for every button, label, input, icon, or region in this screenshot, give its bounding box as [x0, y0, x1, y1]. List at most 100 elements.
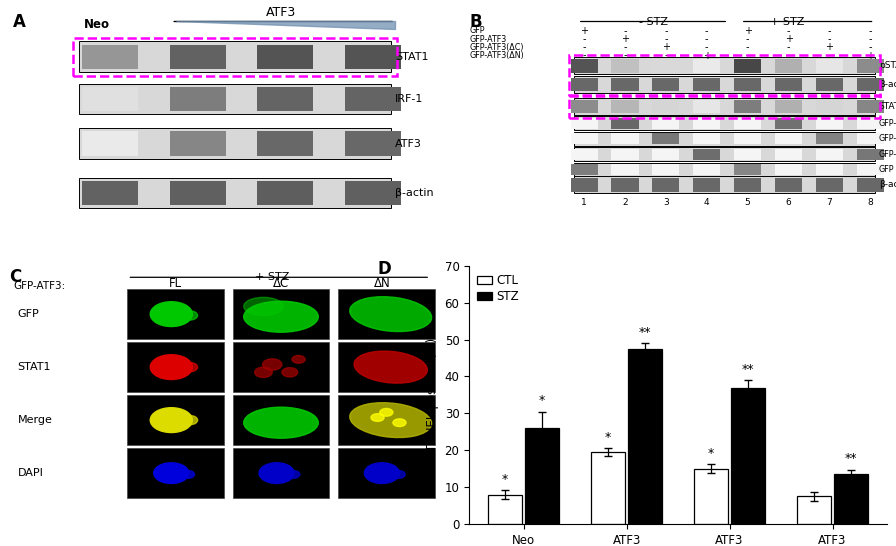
Bar	[857, 164, 883, 175]
Bar	[525, 428, 559, 524]
Circle shape	[263, 359, 282, 370]
Text: β-actin: β-actin	[879, 180, 896, 189]
Bar	[571, 133, 598, 144]
Bar	[734, 78, 762, 92]
Bar	[233, 342, 329, 393]
Bar	[573, 98, 874, 115]
Bar	[694, 99, 720, 113]
Text: GFP: GFP	[18, 309, 39, 319]
Text: Neo: Neo	[83, 18, 109, 31]
Bar	[857, 133, 883, 144]
Text: + STZ: + STZ	[255, 272, 289, 282]
Bar	[611, 99, 639, 113]
Text: **: **	[845, 453, 857, 465]
Bar	[82, 87, 138, 111]
Bar	[82, 45, 138, 69]
Polygon shape	[176, 21, 395, 28]
Text: -: -	[868, 26, 872, 36]
Bar	[694, 59, 720, 73]
Bar	[571, 59, 598, 73]
Bar	[611, 149, 639, 160]
Bar	[834, 474, 868, 524]
Bar	[775, 178, 802, 192]
Bar	[694, 78, 720, 92]
Bar	[79, 41, 391, 72]
Text: **: **	[742, 363, 754, 376]
Bar	[573, 176, 874, 193]
Text: *: *	[539, 394, 546, 407]
Bar	[857, 78, 883, 92]
Text: -: -	[828, 26, 831, 36]
Bar	[571, 78, 598, 92]
Bar	[734, 178, 762, 192]
Text: GFP-ATF3: GFP-ATF3	[879, 118, 896, 128]
Bar	[233, 448, 329, 498]
Legend: CTL, STZ: CTL, STZ	[475, 271, 521, 306]
Bar	[571, 178, 598, 192]
Bar	[652, 78, 679, 92]
Circle shape	[151, 408, 193, 432]
Bar	[857, 178, 883, 192]
Bar	[338, 289, 435, 339]
Text: 8: 8	[867, 198, 874, 207]
Circle shape	[154, 463, 189, 483]
Ellipse shape	[354, 351, 427, 383]
Text: -: -	[664, 51, 668, 61]
Text: -: -	[664, 34, 668, 44]
Bar	[611, 133, 639, 144]
Bar	[652, 59, 679, 73]
Bar	[169, 45, 226, 69]
Bar	[573, 147, 874, 161]
Bar	[734, 164, 762, 175]
Bar	[775, 99, 802, 113]
Text: -: -	[582, 34, 586, 44]
Text: 6: 6	[786, 198, 791, 207]
Bar	[571, 117, 598, 129]
Bar	[628, 349, 662, 524]
Text: GFP: GFP	[470, 26, 485, 35]
Bar	[734, 117, 762, 129]
Text: -: -	[828, 34, 831, 44]
Bar	[816, 99, 843, 113]
Text: GFP-ATF3(ΔC): GFP-ATF3(ΔC)	[470, 43, 523, 52]
Text: +: +	[621, 34, 629, 44]
Bar	[816, 133, 843, 144]
Bar	[573, 76, 874, 93]
Text: C: C	[9, 268, 22, 286]
Bar	[611, 59, 639, 73]
Text: 4: 4	[704, 198, 710, 207]
Ellipse shape	[244, 298, 283, 316]
Text: ATF3: ATF3	[266, 6, 296, 19]
Ellipse shape	[349, 296, 432, 331]
Bar	[857, 149, 883, 160]
Text: ΔN: ΔN	[374, 277, 391, 290]
Bar	[797, 496, 831, 524]
Text: A: A	[13, 13, 26, 31]
Bar	[857, 59, 883, 73]
Bar	[816, 178, 843, 192]
Bar	[857, 99, 883, 113]
Text: *: *	[502, 473, 508, 486]
Bar	[731, 388, 765, 524]
Text: -: -	[828, 51, 831, 61]
Circle shape	[182, 416, 198, 425]
Bar	[734, 133, 762, 144]
Text: 3: 3	[663, 198, 668, 207]
Bar	[571, 99, 598, 113]
Text: -: -	[582, 51, 586, 61]
Text: GFP-ATF3(ΔN): GFP-ATF3(ΔN)	[879, 150, 896, 159]
Bar	[571, 149, 598, 160]
Bar	[652, 117, 679, 129]
Text: -: -	[787, 51, 790, 61]
Text: -: -	[582, 43, 586, 52]
Circle shape	[282, 367, 297, 377]
Bar	[73, 38, 397, 75]
Bar	[694, 149, 720, 160]
Text: -: -	[868, 43, 872, 52]
Text: 2: 2	[622, 198, 628, 207]
Bar	[734, 59, 762, 73]
Text: B: B	[470, 13, 482, 31]
Text: ΔC: ΔC	[273, 277, 289, 290]
Bar	[338, 448, 435, 498]
Text: 1: 1	[582, 198, 587, 207]
